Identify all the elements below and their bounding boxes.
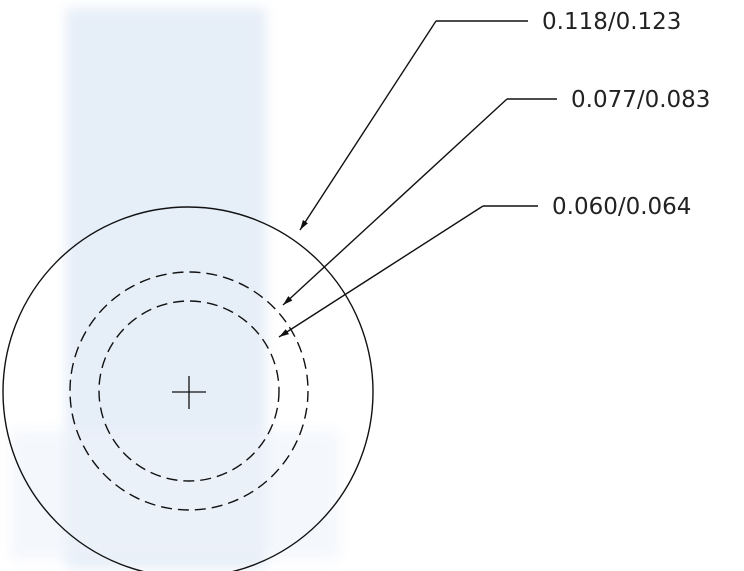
leader-inner [278,205,538,338]
center-mark [172,376,206,409]
inner-dashed-circle [98,300,280,482]
inner-diameter-label: 0.060/0.064 [552,194,691,220]
outer-diameter-label: 0.118/0.123 [542,9,681,35]
leader-middle [282,98,557,306]
outer-circle [2,206,374,571]
leader-outer [299,20,528,231]
middle-dashed-circle [69,271,309,511]
middle-diameter-label: 0.077/0.083 [571,87,710,113]
background-shade-lower [10,430,340,560]
